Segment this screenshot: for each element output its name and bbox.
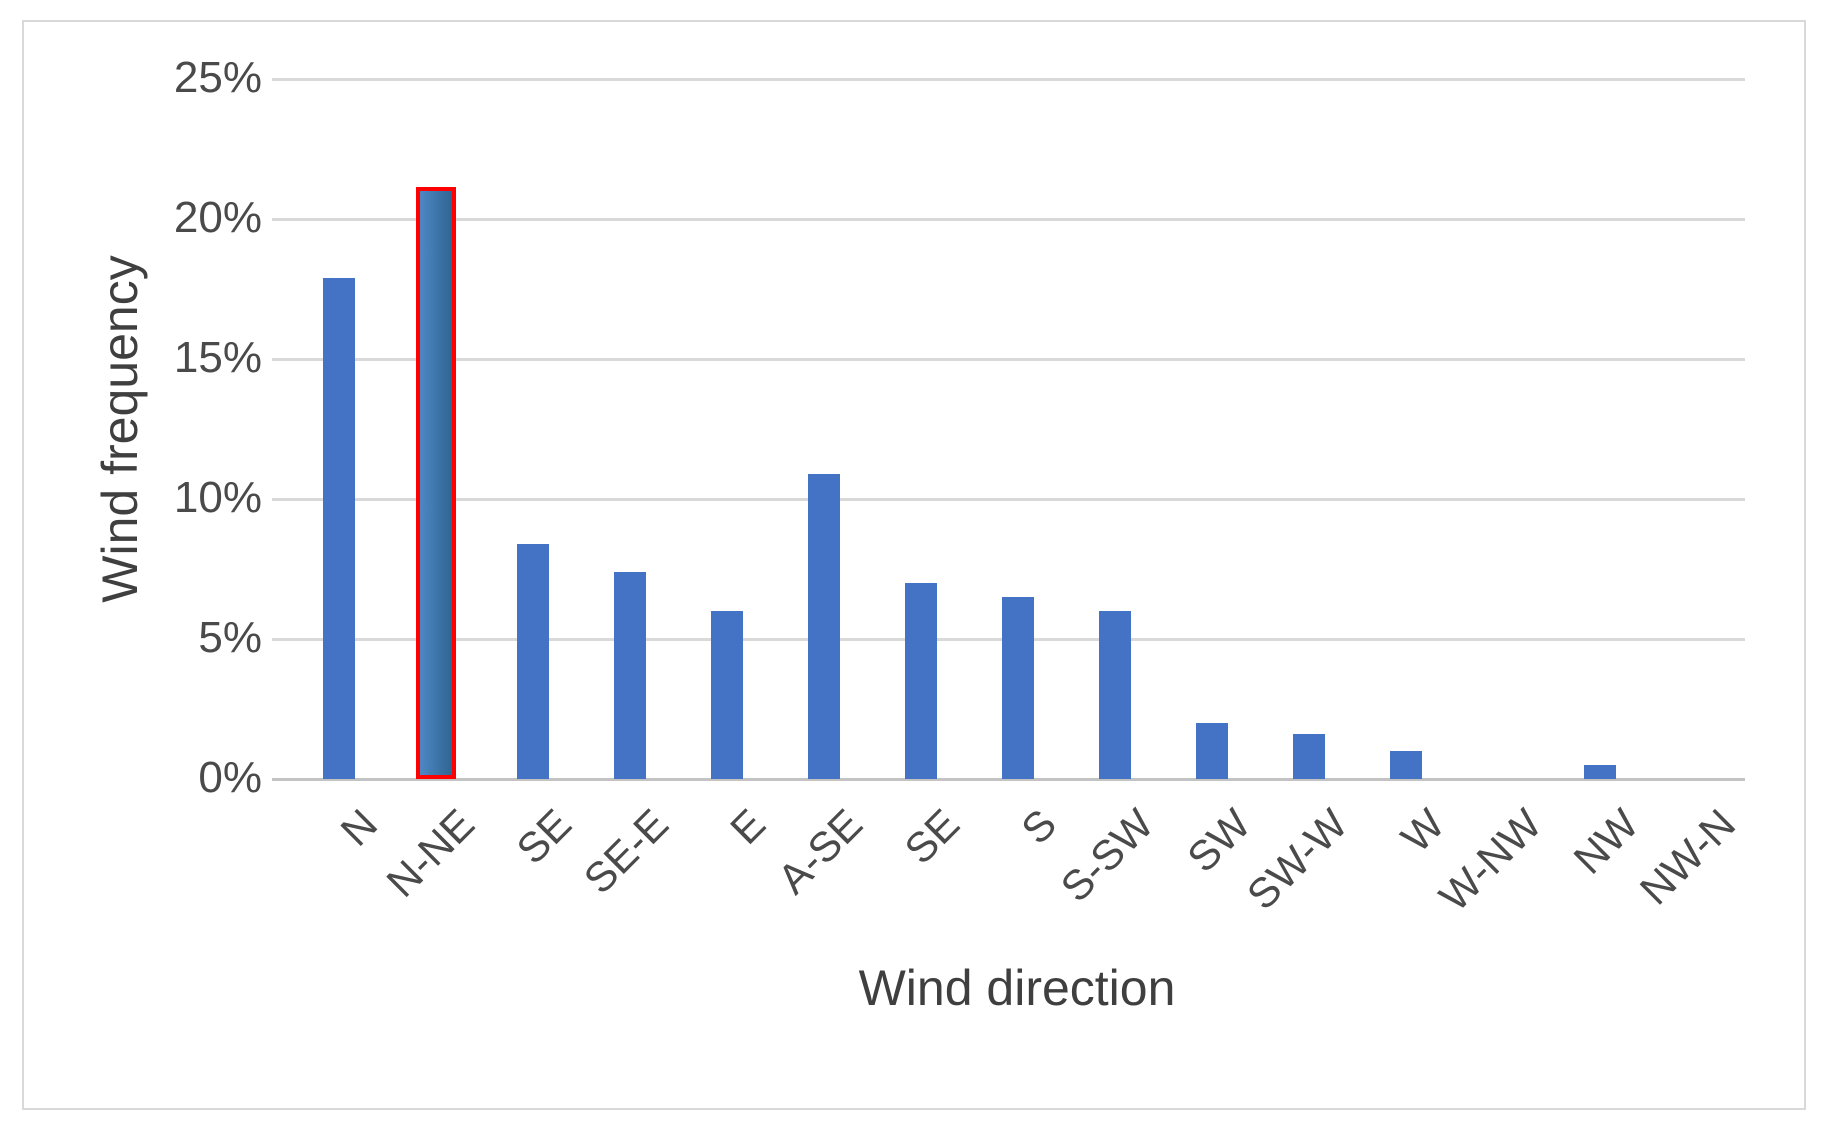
y-tick-label-10pct: 10%: [173, 473, 262, 522]
gridline: [272, 78, 1745, 81]
bar-SE[interactable]: [905, 583, 937, 779]
x-axis-line: [272, 778, 1745, 781]
y-tick-label-20pct: 20%: [173, 193, 262, 242]
y-tick-label-0pct: 0%: [198, 753, 262, 802]
bar-S-SW[interactable]: [1099, 611, 1131, 779]
gridline: [272, 218, 1745, 221]
bar-N[interactable]: [323, 278, 355, 779]
bar-SW[interactable]: [1196, 723, 1228, 779]
gridline: [272, 498, 1745, 501]
y-axis-title: Wind frequency: [92, 255, 148, 603]
x-axis-title: Wind direction: [858, 960, 1176, 1016]
bar-A-SE[interactable]: [808, 474, 840, 779]
bar-SW-W[interactable]: [1293, 734, 1325, 779]
bar-E[interactable]: [711, 611, 743, 779]
y-tick-label-25pct: 25%: [173, 53, 262, 102]
chart-area-border: [22, 20, 1806, 1110]
gridline: [272, 358, 1745, 361]
y-tick-label-15pct: 15%: [173, 333, 262, 382]
bar-W[interactable]: [1390, 751, 1422, 779]
y-tick-label-5pct: 5%: [198, 613, 262, 662]
bar-NW[interactable]: [1584, 765, 1616, 779]
bar-SE-E[interactable]: [614, 572, 646, 779]
bar-SE[interactable]: [517, 544, 549, 779]
highlighted-bar-N-NE[interactable]: [416, 187, 456, 779]
bar-S[interactable]: [1002, 597, 1034, 779]
